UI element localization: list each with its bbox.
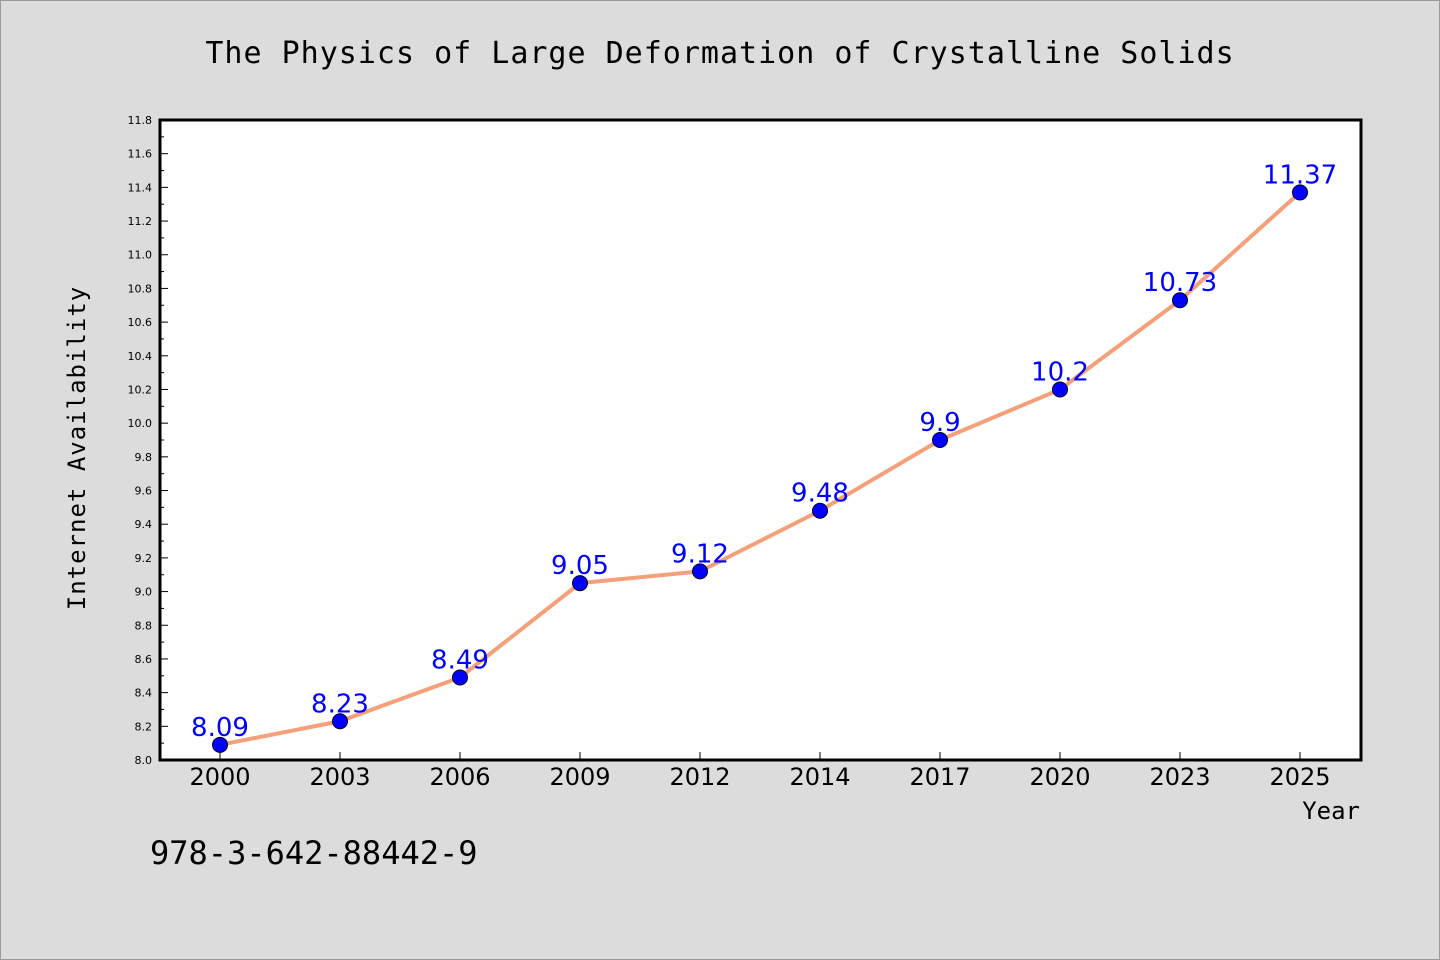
data-label: 10.73 bbox=[1143, 268, 1217, 298]
y-tick-label: 9.0 bbox=[135, 586, 153, 599]
y-tick-label: 11.8 bbox=[128, 114, 153, 127]
y-tick-label: 9.4 bbox=[135, 518, 153, 531]
x-axis-label: Year bbox=[1302, 797, 1360, 825]
y-tick-label: 11.6 bbox=[128, 148, 153, 161]
y-tick-label: 10.8 bbox=[128, 282, 153, 295]
y-tick-label: 9.8 bbox=[135, 451, 153, 464]
chart-title: The Physics of Large Deformation of Crys… bbox=[205, 36, 1234, 71]
data-label: 9.05 bbox=[551, 551, 609, 581]
y-tick-label: 11.4 bbox=[128, 181, 153, 194]
y-tick-label: 10.0 bbox=[128, 417, 153, 430]
x-tick-label: 2009 bbox=[549, 763, 610, 791]
data-point bbox=[452, 669, 468, 686]
x-axis: 2000 2003 2006 2009 2012 2014 2017 2020 2023 2025 bbox=[189, 752, 1331, 791]
x-tick-label: 2023 bbox=[1149, 763, 1210, 791]
data-label: 11.37 bbox=[1263, 160, 1337, 190]
y-tick-label: 10.6 bbox=[128, 316, 153, 329]
data-label: 8.49 bbox=[431, 645, 489, 675]
data-label: 9.12 bbox=[671, 539, 729, 569]
x-tick-label: 2014 bbox=[789, 763, 850, 791]
data-label: 8.23 bbox=[311, 689, 369, 719]
data-point bbox=[332, 713, 348, 730]
y-tick-label: 8.4 bbox=[135, 687, 153, 700]
data-point bbox=[1052, 381, 1068, 398]
y-tick-label: 11.0 bbox=[128, 249, 153, 262]
y-tick-label: 8.6 bbox=[135, 653, 153, 666]
y-tick-label: 9.6 bbox=[135, 485, 153, 498]
x-tick-label: 2012 bbox=[669, 763, 730, 791]
data-label: 8.09 bbox=[191, 713, 249, 743]
y-axis: 8.0 8.2 8.4 8.6 8.8 9.0 9.2 9.4 9.6 9.8 10.0 10.2 10… bbox=[128, 114, 168, 767]
isbn-label: 978-3-642-88442-9 bbox=[150, 834, 478, 872]
y-tick-label: 10.2 bbox=[128, 383, 153, 396]
data-label: 9.9 bbox=[919, 408, 960, 438]
y-tick-label: 8.8 bbox=[135, 619, 153, 632]
data-point bbox=[812, 502, 828, 519]
data-point bbox=[932, 432, 948, 448]
data-point bbox=[212, 736, 228, 753]
plot-area bbox=[158, 118, 1363, 762]
x-tick-label: 2017 bbox=[909, 763, 970, 791]
data-label: 9.48 bbox=[791, 479, 849, 509]
x-tick-label: 2006 bbox=[429, 763, 490, 791]
data-point bbox=[572, 575, 588, 592]
y-axis-label: Internet Availability bbox=[63, 286, 91, 610]
data-label: 10.2 bbox=[1031, 357, 1089, 387]
x-tick-label: 2020 bbox=[1029, 763, 1090, 791]
x-tick-label: 2000 bbox=[189, 763, 250, 791]
y-tick-label: 11.2 bbox=[128, 215, 153, 228]
x-tick-label: 2003 bbox=[309, 763, 370, 791]
data-point bbox=[692, 563, 708, 580]
data-point bbox=[1292, 184, 1308, 201]
y-tick-label: 8.2 bbox=[135, 720, 153, 733]
y-tick-label: 8.0 bbox=[135, 754, 153, 767]
series-polyline bbox=[218, 190, 1302, 747]
series-line: 8.09 8.23 8.49 9.05 9.12 9.48 9.9 10.2 10.73 11.3… bbox=[191, 160, 1337, 753]
y-tick-label: 10.4 bbox=[128, 350, 153, 363]
data-point bbox=[1172, 292, 1188, 309]
x-tick-label: 2025 bbox=[1269, 763, 1330, 791]
y-tick-label: 9.2 bbox=[135, 552, 153, 565]
